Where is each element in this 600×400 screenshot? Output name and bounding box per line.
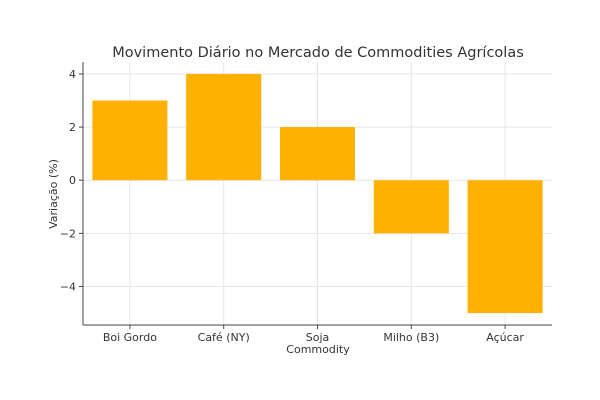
bars (92, 73, 543, 314)
y-tick-label: 2 (69, 121, 76, 134)
bar-4 (467, 180, 543, 314)
x-tick-label: Milho (B3) (383, 331, 439, 344)
y-tick-label: 4 (69, 68, 76, 81)
x-tick-label: Soja (306, 331, 330, 344)
bar-0 (92, 100, 168, 181)
y-tick-label: −4 (60, 280, 76, 293)
x-tick-label: Açúcar (486, 331, 524, 344)
chart-title: Movimento Diário no Mercado de Commoditi… (112, 45, 524, 61)
x-tick-label: Boi Gordo (103, 331, 157, 344)
x-ticks: Boi Gordo Café (NY) Soja Milho (B3) Açúcar (103, 325, 524, 344)
y-tick-label: −2 (60, 227, 76, 240)
bar-2 (279, 127, 356, 181)
bar-1 (186, 73, 262, 181)
y-ticks: −4 −2 0 2 4 (60, 68, 83, 293)
bar-3 (373, 180, 449, 234)
y-axis-label: Variação (%) (47, 159, 60, 229)
x-tick-label: Café (NY) (198, 331, 250, 344)
x-axis-label: Commodity (286, 343, 350, 356)
y-tick-label: 0 (69, 174, 76, 187)
